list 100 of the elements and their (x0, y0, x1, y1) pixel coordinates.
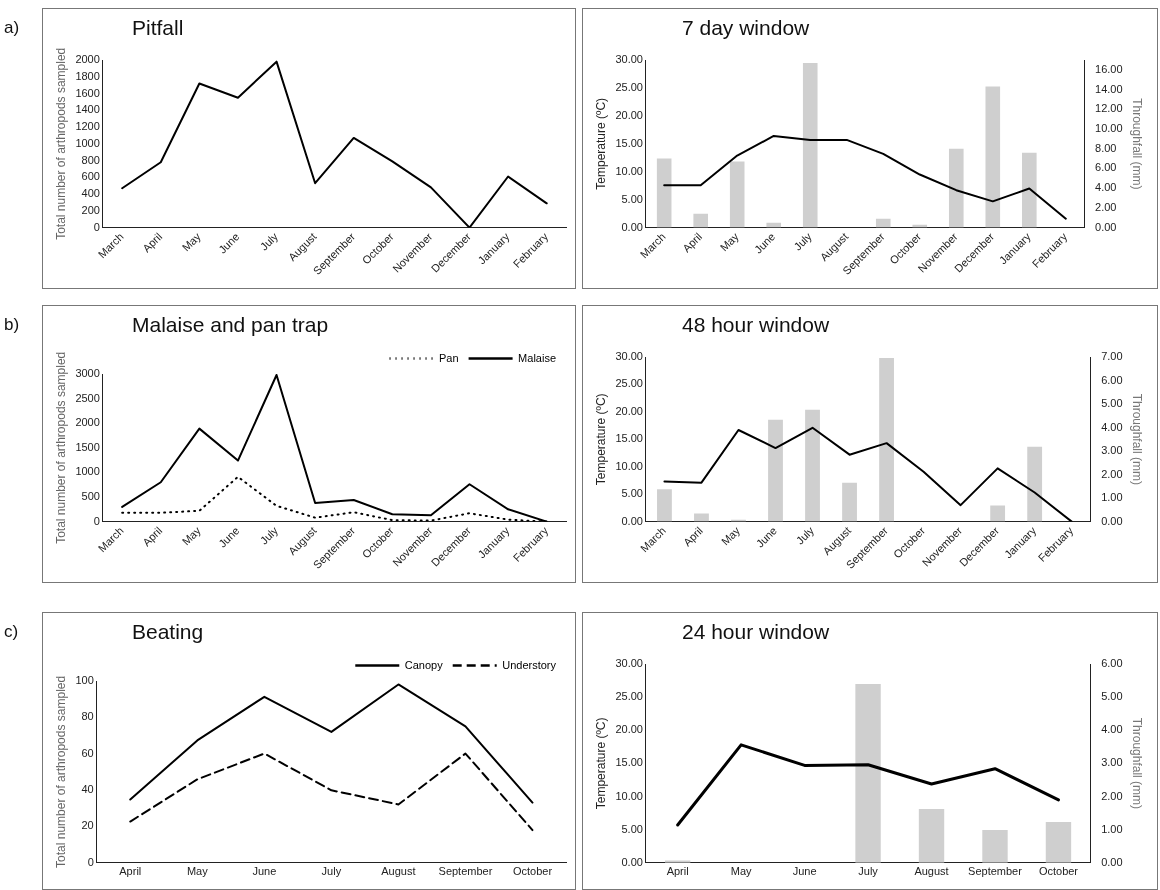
y-tick-label: 0.00 (621, 855, 643, 868)
x-tick-label: July (858, 865, 879, 878)
y-axis-title: Total number of arthropods sampled (53, 675, 68, 868)
y2-axis-title: Throughfall (mm) (1130, 98, 1145, 190)
text: a) (4, 18, 20, 38)
y-axis-title: Temperature (ºC) (593, 97, 608, 190)
y-tick-label: 20.00 (615, 404, 643, 417)
legend-label: Understory (502, 658, 557, 671)
y-tick-label: 2500 (75, 391, 100, 404)
chart-title: Beating (132, 620, 204, 644)
y-tick-label: 3000 (75, 367, 100, 380)
bar (879, 357, 894, 522)
chart-title: 24 hour window (682, 620, 830, 644)
x-tick-label: June (792, 865, 817, 878)
x-tick-label: July (321, 865, 342, 878)
x-tick-label: May (718, 524, 743, 548)
legend-label: Canopy (404, 658, 444, 671)
x-tick-label: July (257, 230, 281, 253)
x-tick-label: October (512, 865, 553, 878)
y-tick-label: 1000 (75, 465, 100, 478)
x-tick-label: September (438, 865, 493, 878)
y-tick-label: 600 (81, 170, 100, 183)
x-tick-label: June (252, 865, 277, 878)
y-tick-label: 0.00 (621, 220, 643, 233)
y2-tick-label: 1.00 (1101, 491, 1123, 504)
bar (985, 86, 1001, 228)
x-tick-label: August (914, 865, 949, 878)
y-tick-label: 1500 (75, 440, 100, 453)
y-axis-title: Temperature (ºC) (593, 393, 608, 486)
y-tick-label: 10.00 (615, 789, 643, 802)
bar (918, 809, 945, 863)
bar (948, 148, 964, 228)
y-tick-label: 2000 (75, 53, 100, 66)
y-tick-label: 0 (93, 514, 100, 527)
bar (982, 830, 1008, 863)
y-tick-label: 15.00 (615, 432, 643, 445)
y2-tick-label: 4.00 (1101, 420, 1123, 433)
y-tick-label: 800 (81, 153, 100, 166)
y2-tick-label: 4.00 (1095, 181, 1117, 194)
y-tick-label: 25.00 (615, 690, 643, 703)
x-tick-label: May (179, 230, 204, 254)
y-tick-label: 0 (93, 220, 100, 233)
legend-label: Pan (439, 351, 459, 364)
y-tick-label: 25.00 (615, 377, 643, 390)
x-tick-label: May (179, 524, 204, 548)
bar (1027, 446, 1043, 522)
y-tick-label: 60 (81, 746, 94, 759)
y2-tick-label: 14.00 (1095, 82, 1123, 95)
y-tick-label: 30.00 (615, 657, 643, 670)
chart-title: Malaise and pan trap (132, 313, 329, 337)
x-tick-label: July (791, 230, 815, 253)
y2-tick-label: 0.00 (1101, 855, 1123, 868)
y2-axis-title: Throughfall (mm) (1130, 393, 1145, 485)
y-tick-label: 15.00 (615, 136, 643, 149)
y2-tick-label: 10.00 (1095, 122, 1123, 135)
y-tick-label: 5.00 (621, 487, 643, 500)
line-series (129, 752, 534, 832)
bar (729, 161, 745, 228)
bar (875, 218, 891, 228)
x-tick-label: April (666, 865, 689, 878)
text: b) (4, 315, 20, 335)
y-tick-label: 1000 (75, 136, 100, 149)
y-tick-label: 2000 (75, 416, 100, 429)
y-tick-label: 1400 (75, 103, 100, 116)
bar (1045, 822, 1072, 863)
bar (802, 62, 818, 228)
y2-tick-label: 2.00 (1101, 789, 1123, 802)
x-tick-label: April (119, 865, 142, 878)
y2-tick-label: 0.00 (1101, 514, 1123, 527)
bar (842, 482, 857, 522)
bar (1022, 152, 1037, 228)
y-tick-label: 1200 (75, 120, 100, 133)
y2-tick-label: 3.00 (1101, 756, 1123, 769)
chart-title: Pitfall (132, 16, 184, 40)
y-tick-label: 20.00 (615, 108, 643, 121)
y-tick-label: 15.00 (615, 756, 643, 769)
y2-tick-label: 1.00 (1101, 822, 1123, 835)
y-axis-title: Temperature (ºC) (593, 717, 608, 810)
y2-tick-label: 6.00 (1095, 161, 1117, 174)
bar (990, 505, 1006, 522)
y-axis-title: Total number of arthropods sampled (53, 47, 68, 240)
y2-axis-title: Throughfall (mm) (1130, 717, 1145, 810)
y-tick-label: 1600 (75, 86, 100, 99)
x-tick-label: July (257, 524, 281, 547)
bar (656, 158, 672, 228)
x-tick-label: August (381, 865, 416, 878)
y-tick-label: 0 (87, 855, 94, 868)
y-tick-label: 1800 (75, 69, 100, 82)
y-tick-label: 40 (81, 783, 94, 796)
y-tick-label: 5.00 (621, 192, 643, 205)
y-tick-label: 10.00 (615, 459, 643, 472)
bar (805, 409, 820, 522)
y2-tick-label: 2.00 (1095, 200, 1117, 213)
x-tick-label: May (717, 230, 742, 254)
y-tick-label: 500 (81, 490, 100, 503)
y2-tick-label: 12.00 (1095, 102, 1123, 115)
y2-tick-label: 4.00 (1101, 723, 1123, 736)
y-tick-label: 400 (81, 187, 100, 200)
y-tick-label: 200 (81, 203, 100, 216)
y-tick-label: 5.00 (621, 822, 643, 835)
